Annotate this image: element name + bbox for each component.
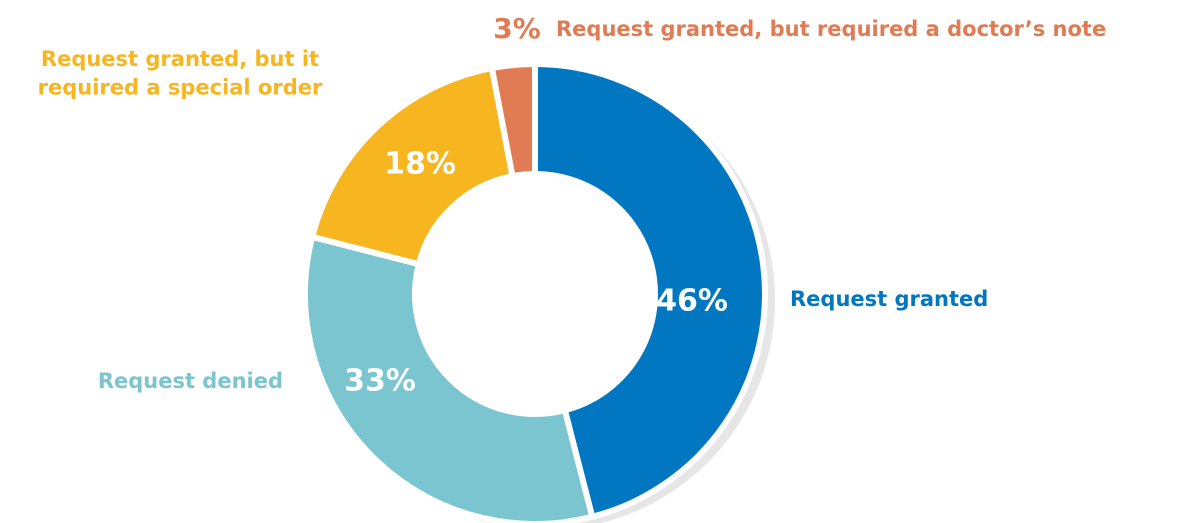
donut-slice bbox=[488, 60, 538, 180]
value-label: 33% bbox=[344, 364, 416, 399]
category-label: Request granted bbox=[790, 287, 988, 311]
category-label: Request granted, but required a doctor’s… bbox=[556, 17, 1106, 41]
donut-slice bbox=[532, 60, 768, 521]
value-label: 18% bbox=[384, 147, 456, 182]
category-label: Request granted, but it required a specia… bbox=[38, 47, 323, 99]
hole bbox=[418, 177, 652, 411]
donut-slice bbox=[302, 233, 596, 523]
category-label: Request denied bbox=[98, 369, 283, 393]
donut-slice bbox=[308, 64, 517, 268]
value-label: 3% bbox=[493, 12, 541, 45]
value-label: 46% bbox=[656, 284, 728, 319]
